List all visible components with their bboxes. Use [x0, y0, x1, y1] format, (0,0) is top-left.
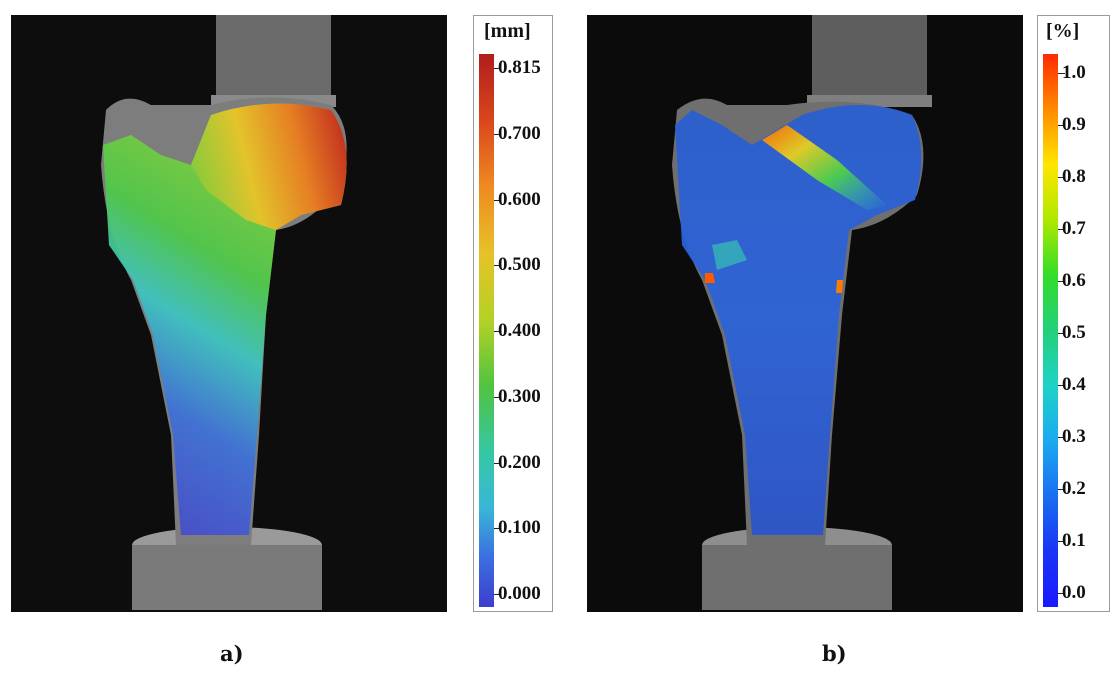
- colorbar: [1043, 54, 1058, 607]
- legend-unit: [mm]: [484, 20, 531, 42]
- legend-tick-label: 0.9: [1062, 114, 1086, 135]
- legend-tick-label: 1.0: [1062, 62, 1086, 83]
- legend-tick-label: 0.100: [498, 517, 541, 539]
- legend-tick-label: 0.000: [498, 583, 541, 604]
- legend-tick: [494, 396, 501, 398]
- legend-tick: [1058, 489, 1065, 490]
- legend-tick: [1058, 73, 1065, 74]
- legend-tick-label: 0.500: [498, 254, 541, 276]
- legend-tick: [494, 265, 501, 267]
- legend-tick: [494, 462, 501, 464]
- legend-tick: [494, 331, 501, 332]
- legend-tick-label: 0.7: [1062, 218, 1086, 239]
- colorbar: [479, 54, 494, 607]
- legend-tick-label: 0.3: [1062, 426, 1086, 447]
- panel-b-caption: b): [822, 641, 847, 666]
- loading-fixture-top: [216, 15, 331, 100]
- legend-tick-label: 0.200: [498, 451, 541, 473]
- legend-tick: [1058, 281, 1065, 282]
- loading-fixture-bottom: [702, 545, 892, 610]
- legend-tick: [494, 199, 501, 201]
- legend-tick: [494, 68, 501, 69]
- legend-tick-label: 0.300: [498, 385, 541, 407]
- legend-tick: [494, 528, 501, 530]
- legend-tick-label: 0.600: [498, 188, 541, 210]
- legend-tick: [1058, 177, 1065, 178]
- legend-tick-label: 0.1: [1062, 530, 1086, 551]
- legend-tick-label: 0.5: [1062, 322, 1086, 343]
- legend-tick-label: 0.6: [1062, 270, 1086, 291]
- legend-tick: [1058, 437, 1065, 438]
- legend-tick: [1058, 593, 1065, 594]
- legend-tick-label: 0.8: [1062, 166, 1086, 187]
- legend-tick: [1058, 125, 1065, 126]
- legend-tick-label: 0.815: [498, 57, 541, 78]
- strain-colorbar-legend: [%] 1.0 0.9 0.8 0.7 0.6 0.5 0.4 0.3 0.2 0.1 0.0: [1037, 15, 1110, 612]
- legend-tick: [494, 594, 501, 595]
- legend-tick-label: 0.4: [1062, 374, 1086, 395]
- legend-tick-label: 0.700: [498, 122, 541, 144]
- legend-tick: [1058, 385, 1065, 386]
- legend-tick-label: 0.400: [498, 320, 541, 341]
- legend-tick-label: 0.0: [1062, 582, 1086, 603]
- legend-tick-label: 0.2: [1062, 478, 1086, 499]
- displacement-map-photo: [11, 15, 447, 612]
- legend-tick: [1058, 229, 1065, 230]
- legend-tick: [1058, 333, 1065, 334]
- strain-map-photo: [587, 15, 1023, 612]
- displacement-colorbar-legend: [mm] 0.815 0.700 0.600 0.500 0.400 0.300 0.200…: [473, 15, 553, 612]
- panel-a-caption: a): [220, 641, 244, 666]
- loading-fixture-bottom: [132, 545, 322, 610]
- loading-fixture-top: [812, 15, 927, 100]
- legend-unit: [%]: [1046, 20, 1080, 42]
- legend-tick: [1058, 541, 1065, 542]
- legend-tick: [494, 133, 501, 135]
